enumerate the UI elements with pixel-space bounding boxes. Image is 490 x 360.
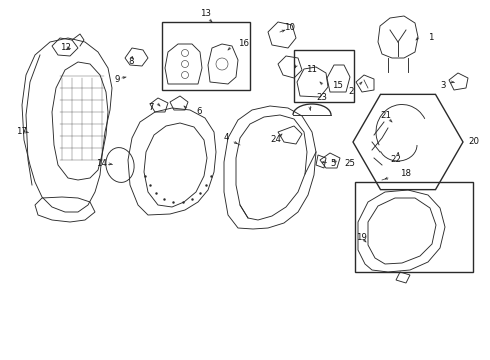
- Text: 13: 13: [200, 9, 211, 18]
- Text: 8: 8: [128, 58, 133, 67]
- Text: 23: 23: [316, 94, 327, 103]
- Text: 9: 9: [114, 76, 120, 85]
- Text: 14: 14: [96, 159, 107, 168]
- Bar: [355, 182, 473, 272]
- Bar: [162, 22, 250, 90]
- Text: 19: 19: [356, 234, 367, 243]
- Text: 24: 24: [270, 135, 281, 144]
- Text: 15: 15: [332, 81, 343, 90]
- Text: 1: 1: [428, 33, 434, 42]
- Text: 12: 12: [60, 44, 71, 53]
- Text: 18: 18: [400, 170, 411, 179]
- Text: 2: 2: [348, 87, 353, 96]
- Text: 20: 20: [468, 138, 479, 147]
- Text: 25: 25: [344, 159, 355, 168]
- Text: 3: 3: [440, 81, 445, 90]
- Text: 16: 16: [238, 40, 249, 49]
- Text: 6: 6: [196, 108, 201, 117]
- Text: 22: 22: [390, 156, 401, 165]
- Text: 5: 5: [330, 159, 336, 168]
- Text: 4: 4: [224, 134, 229, 143]
- Text: 11: 11: [306, 66, 317, 75]
- Text: 21: 21: [380, 112, 391, 121]
- Bar: [294, 50, 354, 102]
- Text: 7: 7: [148, 104, 153, 112]
- Text: 17: 17: [16, 127, 27, 136]
- Text: 10: 10: [284, 23, 295, 32]
